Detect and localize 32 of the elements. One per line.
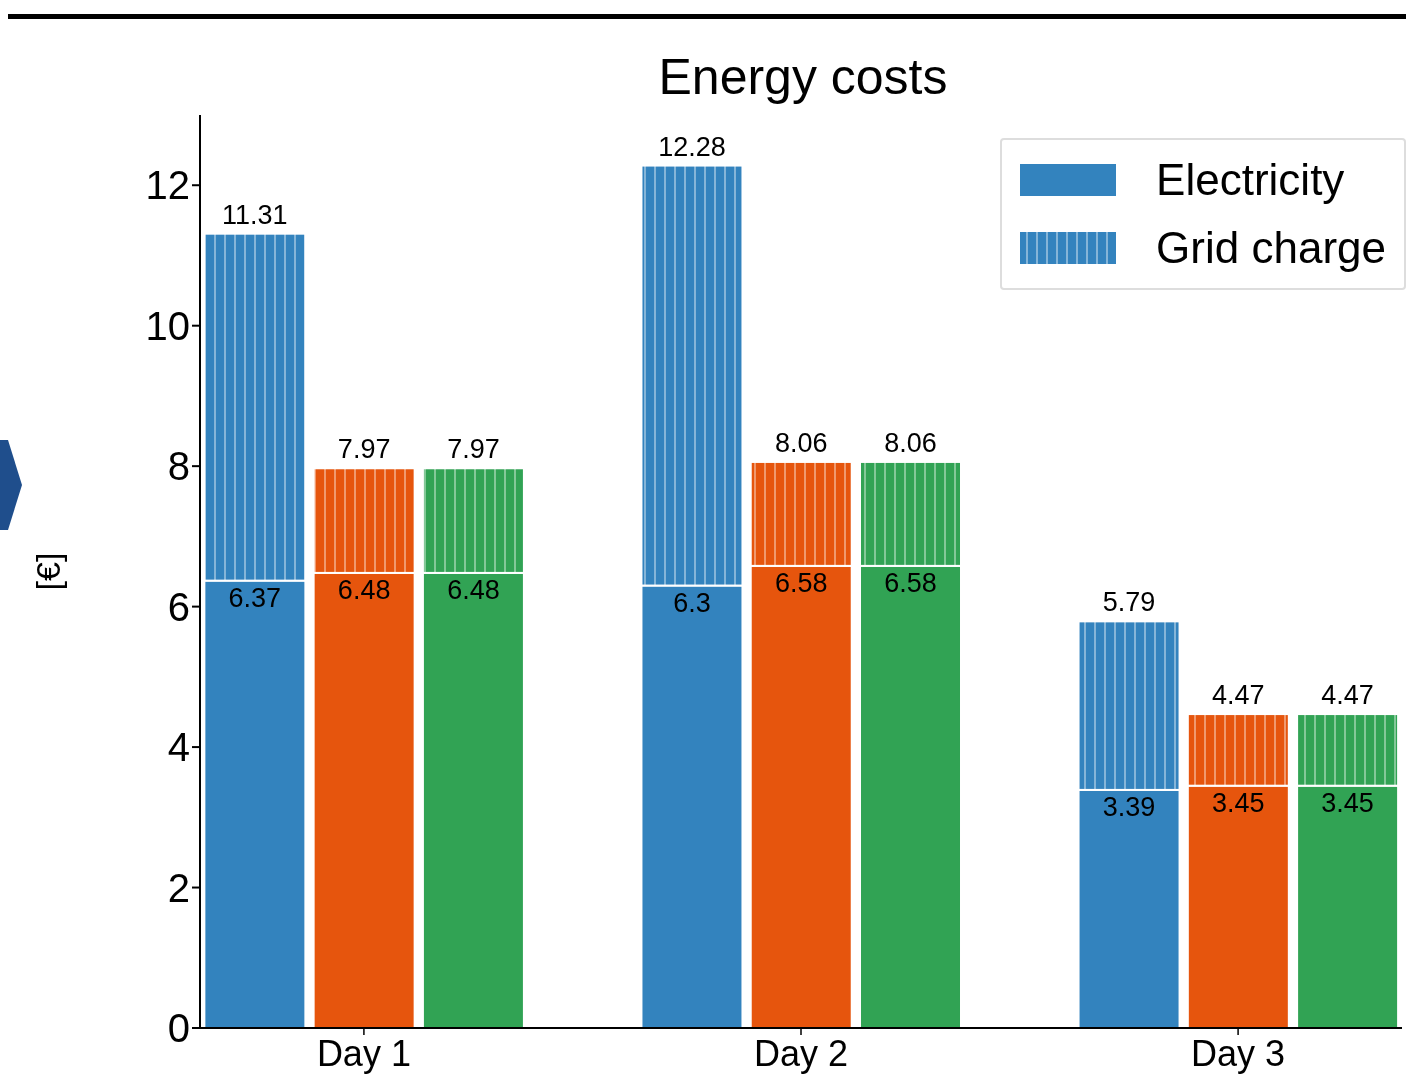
legend-label: Electricity (1156, 155, 1345, 205)
data-label: 3.39 (1102, 791, 1156, 822)
y-tick-label: 4 (167, 725, 190, 770)
y-tick-label: 10 (145, 303, 190, 348)
total-label: 11.31 (222, 199, 288, 230)
total-label: 4.47 (1321, 680, 1374, 711)
data-label: 6.48 (447, 574, 500, 605)
x-tick-label: Day 2 (753, 1033, 849, 1074)
total-label: 7.97 (447, 434, 500, 465)
data-label: 6.48 (337, 574, 391, 605)
y-axis-title: [€] (29, 552, 68, 591)
x-tick-label: Day 3 (1191, 1033, 1286, 1074)
data-label: 6.58 (884, 567, 937, 598)
data-label: 6.58 (774, 567, 828, 598)
total-label: 12.28 (658, 131, 726, 162)
total-label: 8.06 (774, 427, 828, 458)
total-label: 4.47 (1212, 680, 1265, 711)
total-label: 8.06 (884, 427, 937, 458)
y-tick-label: 12 (145, 163, 190, 208)
data-label: 3.45 (1321, 787, 1374, 818)
data-label: 3.45 (1212, 787, 1265, 818)
chart-title: Energy costs (657, 48, 949, 106)
total-label: 5.79 (1102, 587, 1156, 618)
x-tick-label: Day 1 (316, 1033, 411, 1074)
y-tick-label: 2 (167, 865, 190, 910)
legend-label: Grid charge (1156, 223, 1386, 273)
y-tick-label: 0 (167, 1006, 190, 1051)
y-tick-label: 8 (167, 444, 190, 489)
data-label: 6.37 (228, 582, 282, 613)
y-tick-label: 6 (167, 584, 190, 629)
total-label: 7.97 (337, 434, 391, 465)
data-label: 6.3 (673, 587, 711, 618)
